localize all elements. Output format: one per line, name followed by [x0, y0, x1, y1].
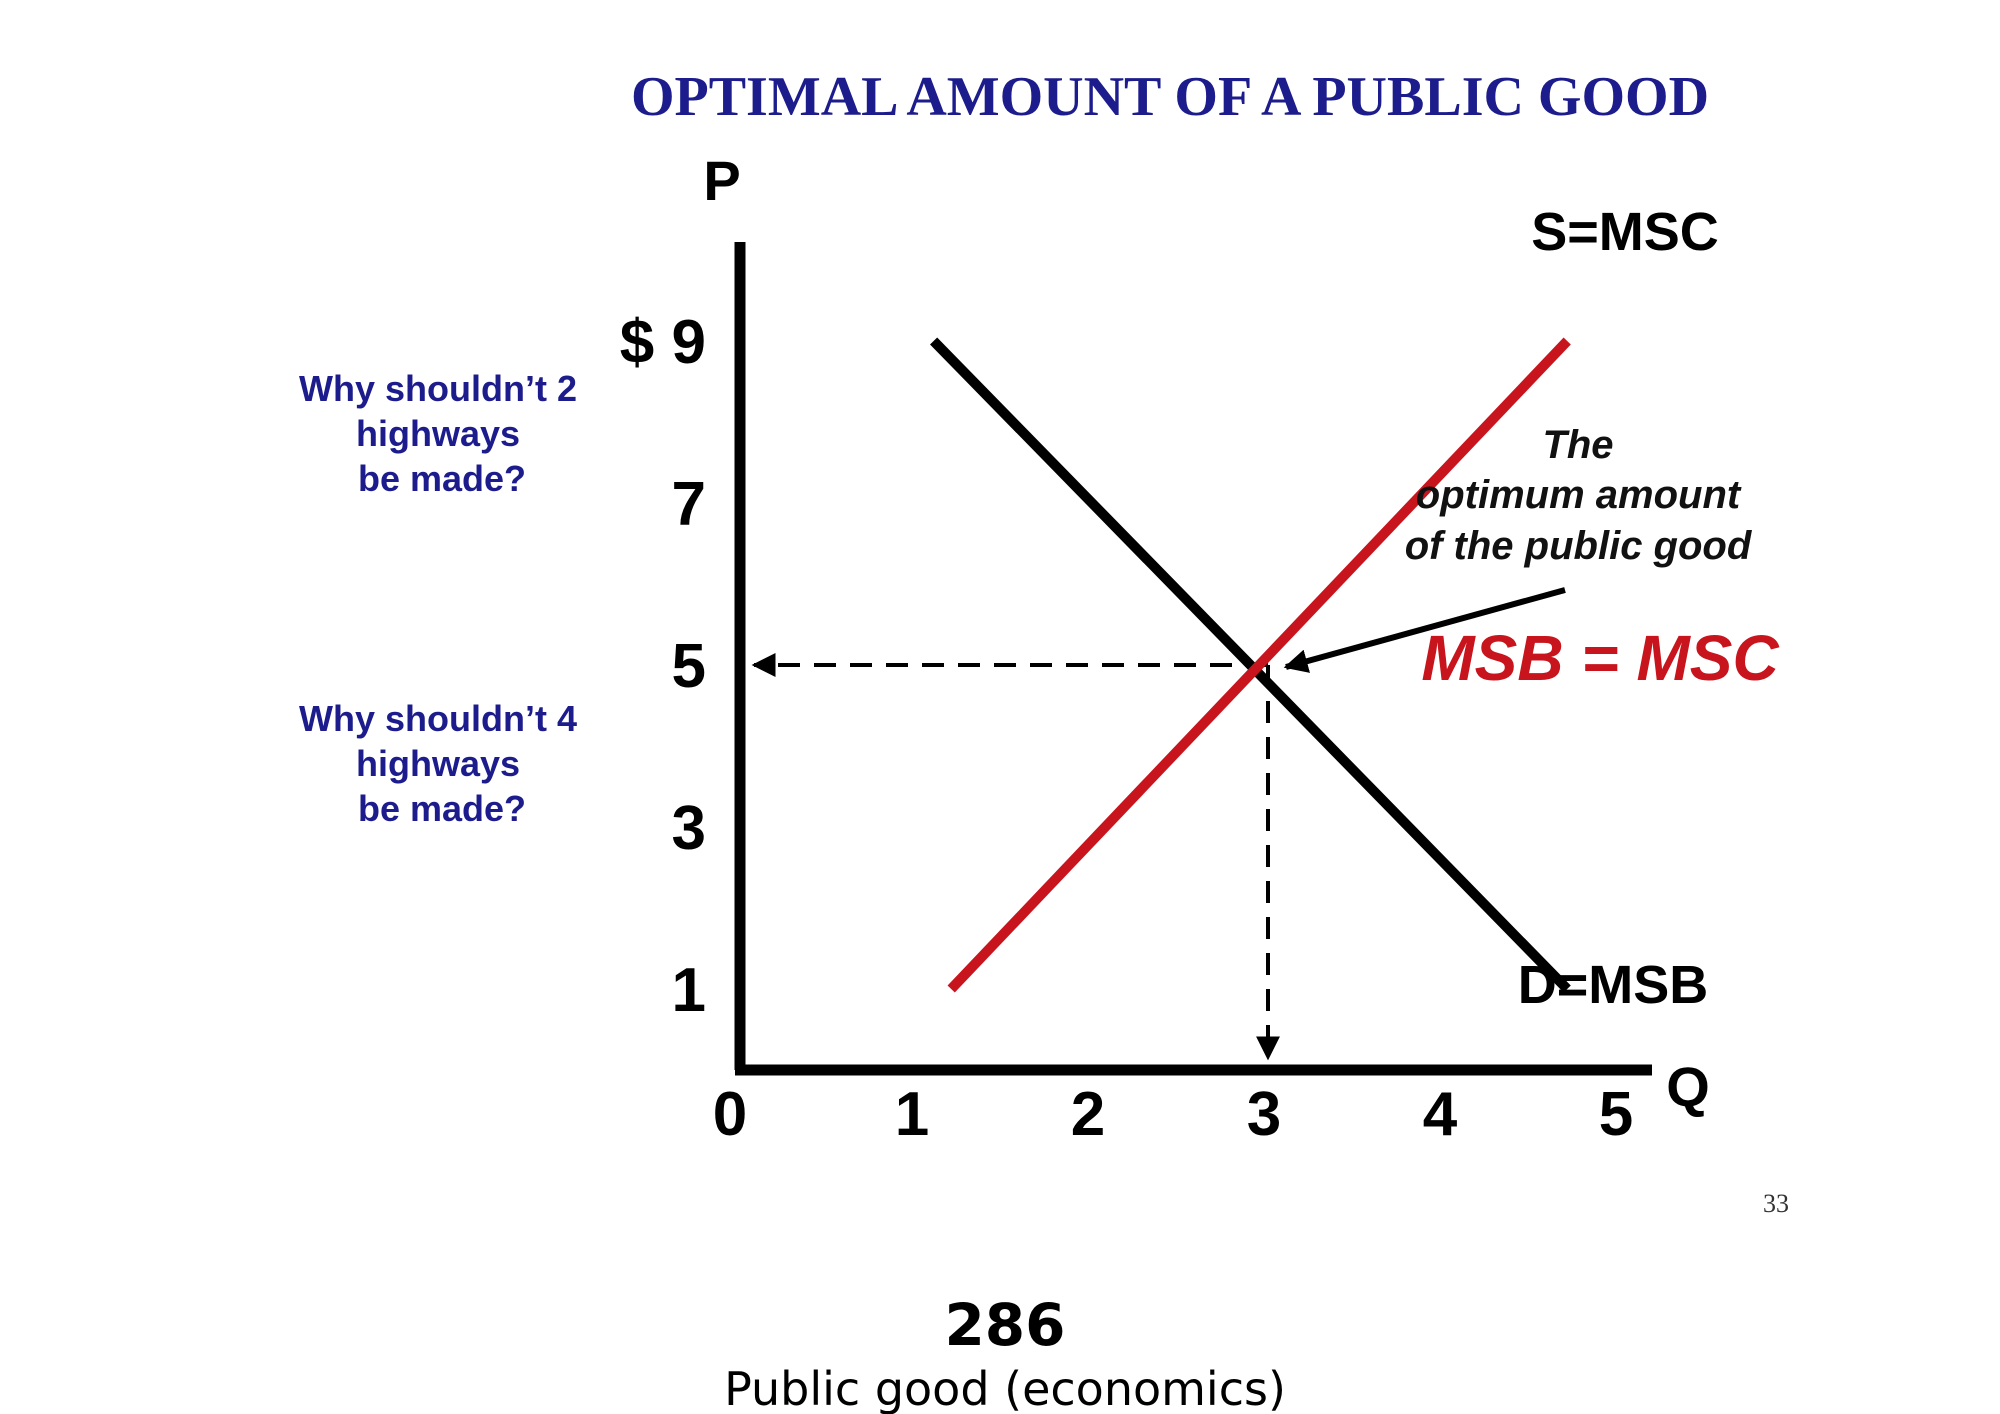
annotation-line-2: optimum amount: [1416, 473, 1742, 517]
x-tick-label: 1: [895, 1080, 929, 1149]
x-axis-label: Q: [1666, 1055, 1710, 1118]
x-tick-label: 0: [713, 1080, 747, 1149]
question-1-line-2: highways: [356, 413, 520, 454]
x-tick-label: 3: [1247, 1080, 1281, 1149]
x-tick-label: 5: [1599, 1080, 1633, 1149]
y-tick-labels: $ 9 7 5 3 1: [620, 308, 706, 1025]
y-axis-label: P: [703, 149, 740, 212]
annotation-line-1: The: [1542, 423, 1613, 467]
question-1-line-3: be made?: [358, 458, 526, 499]
y-tick-label: 5: [672, 632, 706, 701]
x-tick-labels: 0 1 2 3 4 5: [713, 1080, 1633, 1149]
question-1-line-1: Why shouldn’t 2: [299, 368, 577, 409]
demand-curve: [930, 337, 1571, 993]
question-2-line-1: Why shouldn’t 4: [299, 698, 577, 739]
y-tick-label: 7: [672, 470, 706, 539]
x-tick-label: 4: [1423, 1080, 1458, 1149]
annotation-line-3: of the public good: [1405, 524, 1753, 568]
supply-curve-label: S=MSC: [1531, 202, 1719, 262]
x-tick-label: 2: [1071, 1080, 1105, 1149]
annotation-arrow: [1283, 587, 1566, 673]
demand-curve-label: D=MSB: [1518, 955, 1709, 1015]
y-tick-label: 1: [672, 956, 706, 1025]
supply-curve: [947, 337, 1571, 993]
chart-title: OPTIMAL AMOUNT OF A PUBLIC GOOD: [631, 66, 1709, 128]
slide-number: 33: [1763, 1189, 1789, 1218]
caption-text: Public good (economics): [724, 1362, 1286, 1414]
y-tick-label: $ 9: [620, 308, 706, 377]
y-tick-label: 3: [672, 794, 706, 863]
caption-number: 286: [944, 1291, 1065, 1359]
question-2-line-3: be made?: [358, 788, 526, 829]
equilibrium-equation: MSB = MSC: [1421, 622, 1779, 694]
question-2-line-2: highways: [356, 743, 520, 784]
